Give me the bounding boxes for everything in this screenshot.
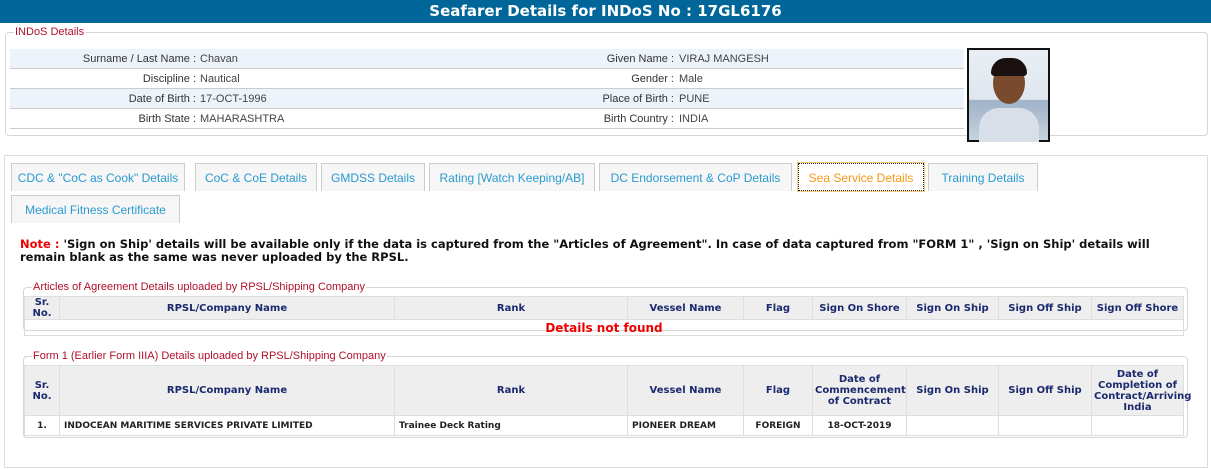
field-label: Discipline :	[142, 73, 196, 85]
form1-panel: Form 1 (Earlier Form IIIA) Details uploa…	[23, 350, 1188, 438]
details-not-found: Details not found	[24, 319, 1184, 336]
indos-row: Discipline : Nautical Gender : Male	[10, 69, 964, 89]
field-value: Nautical	[200, 73, 240, 85]
column-header: Flag	[743, 365, 813, 416]
field-label: Given Name :	[606, 53, 674, 65]
column-header: Sign On Ship	[906, 365, 999, 416]
table-cell: INDOCEAN MARITIME SERVICES PRIVATE LIMIT…	[59, 415, 395, 436]
column-header: Vessel Name	[627, 365, 744, 416]
indos-row: Date of Birth : 17-OCT-1996 Place of Bir…	[10, 89, 964, 109]
column-header: Sign On Shore	[812, 296, 907, 320]
indos-row: Birth State : MAHARASHTRA Birth Country …	[10, 109, 964, 129]
table-cell: PIONEER DREAM	[627, 415, 744, 436]
field-label: Surname / Last Name :	[82, 53, 196, 65]
tab-sea-service-details[interactable]: Sea Service Details	[797, 162, 925, 192]
indos-details-panel: INDoS Details Surname / Last Name : Chav…	[5, 26, 1208, 142]
field-value: PUNE	[679, 93, 710, 105]
tab-dc-endorsement-cop-details[interactable]: DC Endorsement & CoP Details	[599, 163, 792, 191]
table-cell	[1091, 415, 1184, 436]
field-value: VIRAJ MANGESH	[679, 53, 769, 65]
field-value: MAHARASHTRA	[200, 113, 285, 125]
column-header: Date of Completion of Contract/Arriving …	[1091, 365, 1191, 416]
table-row: 1. INDOCEAN MARITIME SERVICES PRIVATE LIM…	[24, 415, 1184, 436]
form1-table: Sr. No. RPSL/Company Name Rank Vessel Name F…	[24, 365, 1191, 436]
seafarer-photo	[967, 48, 1050, 142]
note-text: Note : 'Sign on Ship' details will be av…	[20, 237, 1150, 264]
column-header: Sign On Ship	[906, 296, 999, 320]
indos-legend: INDoS Details	[15, 26, 85, 38]
column-header: RPSL/Company Name	[59, 365, 395, 416]
page-title: Seafarer Details for INDoS No : 17GL6176	[0, 0, 1211, 23]
column-header: Rank	[394, 365, 628, 416]
indos-row: Surname / Last Name : Chavan Given Name …	[10, 49, 964, 69]
articles-legend: Articles of Agreement Details uploaded b…	[33, 281, 366, 293]
table-cell: Trainee Deck Rating	[394, 415, 628, 436]
table-cell: 1.	[24, 415, 60, 436]
table-cell	[906, 415, 999, 436]
column-header: Sign Off Ship	[998, 365, 1092, 416]
tab-rating-watch-keeping-ab[interactable]: Rating [Watch Keeping/AB]	[429, 163, 595, 191]
tab-panel	[4, 155, 1208, 468]
column-header: Sign Off Shore	[1091, 296, 1184, 320]
column-header: Sr. No.	[24, 365, 60, 416]
tab-gmdss-details[interactable]: GMDSS Details	[321, 163, 425, 191]
field-value: Chavan	[200, 53, 238, 65]
field-value: Male	[679, 73, 703, 85]
column-header: Date of Commencement of Contract	[812, 365, 907, 416]
tab-cdc-coc-as-cook-details[interactable]: CDC & "CoC as Cook" Details	[11, 163, 185, 191]
field-label: Place of Birth :	[602, 93, 674, 105]
column-header: Sr. No.	[24, 296, 60, 320]
table-cell	[998, 415, 1092, 436]
articles-table: Sr. No. RPSL/Company Name Rank Vessel Name F…	[24, 296, 1184, 336]
table-cell: FOREIGN	[743, 415, 813, 436]
table-cell: 18-OCT-2019	[812, 415, 907, 436]
form1-legend: Form 1 (Earlier Form IIIA) Details uploa…	[33, 350, 386, 362]
tab-training-details[interactable]: Training Details	[928, 163, 1038, 191]
column-header: Vessel Name	[627, 296, 744, 320]
column-header: RPSL/Company Name	[59, 296, 395, 320]
tab-medical-fitness-certificate[interactable]: Medical Fitness Certificate	[11, 195, 180, 223]
tab-coc-coe-details[interactable]: CoC & CoE Details	[195, 163, 317, 191]
column-header: Flag	[743, 296, 813, 320]
field-label: Birth State :	[138, 113, 196, 125]
column-header: Sign Off Ship	[998, 296, 1092, 320]
field-label: Gender :	[631, 73, 674, 85]
field-value: INDIA	[679, 113, 709, 125]
field-label: Date of Birth :	[128, 93, 196, 105]
field-value: 17-OCT-1996	[200, 93, 267, 105]
field-label: Birth Country :	[603, 113, 674, 125]
column-header: Rank	[394, 296, 628, 320]
